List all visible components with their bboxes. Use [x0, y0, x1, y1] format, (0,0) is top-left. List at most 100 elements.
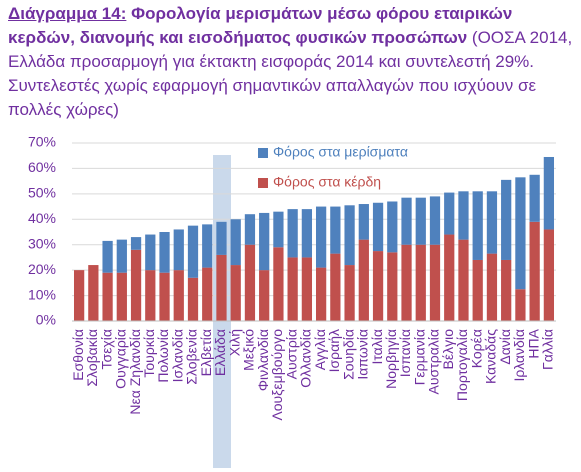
x-tick-label: Δανία	[497, 329, 513, 365]
bar-segment	[216, 254, 227, 321]
bar-segment	[515, 289, 526, 321]
chart-title: Φορολογία μερισμάτων μέσω φόρου εταιρικώ…	[8, 4, 513, 47]
bar-segment	[287, 209, 298, 258]
x-tick-label: Νεα Ζηλανδία	[127, 329, 143, 415]
bar-segment	[102, 272, 113, 321]
bar-segment	[259, 212, 270, 271]
x-tick-label: Βέλγιο	[440, 329, 456, 370]
x-tick-label: Μεξικό	[241, 329, 257, 371]
bar-segment	[187, 277, 199, 321]
bar-segment	[415, 244, 426, 321]
bar-segment	[472, 191, 483, 260]
x-tick-label: Ελβετία	[198, 329, 214, 376]
x-tick-label: Σλοβακία	[84, 329, 100, 387]
y-tick-label: 0%	[36, 312, 56, 328]
bar-segment	[344, 205, 355, 266]
x-tick-label: Φινλανδία	[255, 329, 271, 391]
bar-segment	[230, 265, 241, 321]
bar-segment	[173, 229, 184, 271]
bar-segment	[458, 191, 469, 240]
bar-segment	[501, 179, 512, 260]
x-tick-label: Σλοβενία	[184, 329, 200, 385]
x-tick-label: Ιταλία	[369, 329, 385, 365]
x-tick-label: Κορέα	[468, 329, 484, 368]
x-tick-label: Ελλάδα	[212, 329, 228, 376]
bar-segment	[116, 272, 127, 321]
x-tick-label: Τσεχία	[98, 329, 114, 369]
bar-segment	[358, 239, 369, 321]
bar-segment	[501, 259, 512, 321]
x-tick-label: Καναδάς	[483, 329, 499, 384]
legend-swatch	[258, 178, 268, 188]
bar-segment	[315, 206, 327, 268]
x-tick-label: Χιλή	[226, 329, 242, 356]
legend-label: Φόρος στα μερίσματα	[273, 144, 408, 160]
x-tick-label: Τουρκία	[141, 329, 157, 378]
bar-segment	[287, 257, 298, 321]
bar-segment	[401, 197, 412, 245]
bar-segment	[486, 191, 498, 254]
x-tick-label: Νορβηγία	[383, 329, 399, 389]
bar-segment	[429, 244, 441, 321]
bar-segment	[145, 234, 156, 271]
x-tick-label: Αυστρία	[283, 329, 299, 379]
bar-segment	[444, 192, 455, 235]
bar-segment	[273, 211, 284, 248]
y-tick-label: 70%	[28, 134, 56, 150]
bar-segment	[159, 232, 170, 273]
bar-segment	[159, 272, 170, 321]
x-tick-label: Λουξεμβούργο	[269, 329, 285, 421]
y-tick-label: 30%	[28, 235, 56, 251]
bar-segment	[73, 270, 85, 321]
bar-segment	[315, 267, 327, 321]
bar-segment	[330, 253, 341, 321]
x-tick-label: Ισπανία	[397, 329, 413, 377]
bar-segment	[330, 206, 341, 254]
x-tick-label: ΗΠΑ	[525, 328, 541, 358]
bar-segment	[529, 174, 540, 222]
x-tick-label: Πολωνία	[155, 329, 171, 383]
bar-segment	[387, 252, 398, 321]
bar-segment	[102, 240, 113, 273]
bar-segment	[145, 270, 156, 321]
bar-segment	[202, 224, 213, 268]
bar-segment	[358, 204, 369, 240]
bar-segment	[259, 270, 270, 321]
x-tick-label: Σουηδία	[340, 329, 356, 380]
bar-segment	[372, 202, 384, 252]
bar-segment	[244, 244, 256, 321]
bar-segment	[173, 270, 184, 321]
bar-segment	[372, 251, 384, 321]
y-tick-label: 50%	[28, 185, 56, 201]
bar-segment	[515, 177, 526, 290]
x-tick-label: Αυστραλία	[426, 329, 442, 394]
bar-segment	[273, 247, 284, 321]
bar-segment	[429, 196, 441, 245]
x-tick-label: Εσθονία	[70, 329, 86, 381]
bar-segment	[401, 244, 412, 321]
bar-segment	[216, 221, 227, 255]
bar-segment	[387, 201, 398, 253]
bar-segment	[543, 156, 555, 230]
x-tick-label: Ιρλανδία	[511, 329, 527, 381]
bar-segment	[130, 249, 142, 321]
bar-segment	[486, 253, 498, 321]
header: Διάγραμμα 14: Φορολογία μερισμάτων μέσω …	[8, 2, 574, 122]
bar-segment	[543, 229, 555, 321]
bar-segment	[344, 265, 355, 321]
x-tick-label: Γερμανία	[411, 329, 427, 385]
legend-swatch	[258, 148, 268, 158]
bar-segment	[472, 259, 483, 321]
bar-segment	[130, 237, 142, 250]
x-tick-label: Ισλανδία	[169, 329, 185, 382]
bar-segment	[415, 197, 426, 245]
legend-label: Φόρος στα κέρδη	[273, 174, 381, 190]
y-tick-label: 40%	[28, 210, 56, 226]
x-tick-label: Ιαπωνία	[355, 329, 371, 380]
x-tick-label: Αγγλία	[312, 329, 328, 370]
x-tick-label: Γαλλία	[540, 329, 556, 370]
bar-segment	[529, 221, 540, 321]
x-tick-label: Πορτογαλία	[454, 329, 470, 401]
